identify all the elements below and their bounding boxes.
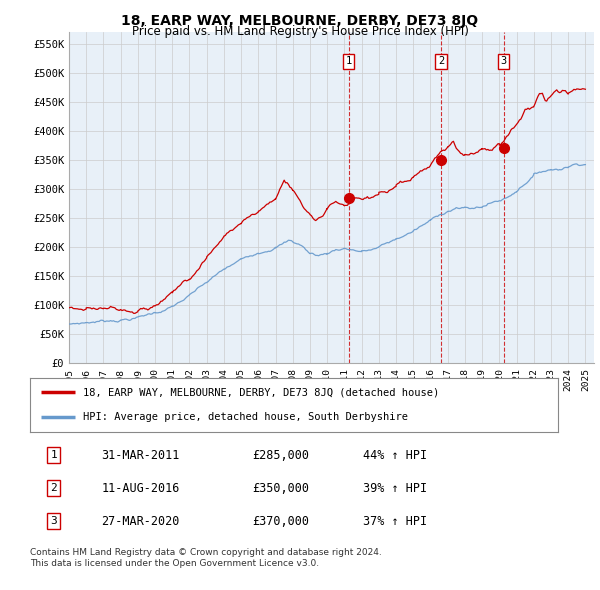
- Text: 1: 1: [346, 57, 352, 67]
- Text: 18, EARP WAY, MELBOURNE, DERBY, DE73 8JQ (detached house): 18, EARP WAY, MELBOURNE, DERBY, DE73 8JQ…: [83, 387, 439, 397]
- Text: 3: 3: [500, 57, 507, 67]
- Text: 2: 2: [438, 57, 444, 67]
- Text: HPI: Average price, detached house, South Derbyshire: HPI: Average price, detached house, Sout…: [83, 412, 408, 422]
- Text: 39% ↑ HPI: 39% ↑ HPI: [362, 481, 427, 495]
- Text: 2: 2: [50, 483, 57, 493]
- Text: 3: 3: [50, 516, 57, 526]
- Text: 37% ↑ HPI: 37% ↑ HPI: [362, 514, 427, 528]
- Text: £370,000: £370,000: [252, 514, 309, 528]
- Text: 31-MAR-2011: 31-MAR-2011: [101, 448, 179, 462]
- Text: Price paid vs. HM Land Registry's House Price Index (HPI): Price paid vs. HM Land Registry's House …: [131, 25, 469, 38]
- Text: 18, EARP WAY, MELBOURNE, DERBY, DE73 8JQ: 18, EARP WAY, MELBOURNE, DERBY, DE73 8JQ: [121, 14, 479, 28]
- Text: 44% ↑ HPI: 44% ↑ HPI: [362, 448, 427, 462]
- Text: 27-MAR-2020: 27-MAR-2020: [101, 514, 179, 528]
- Text: This data is licensed under the Open Government Licence v3.0.: This data is licensed under the Open Gov…: [30, 559, 319, 568]
- Text: £285,000: £285,000: [252, 448, 309, 462]
- Text: Contains HM Land Registry data © Crown copyright and database right 2024.: Contains HM Land Registry data © Crown c…: [30, 548, 382, 556]
- Text: 11-AUG-2016: 11-AUG-2016: [101, 481, 179, 495]
- Text: £350,000: £350,000: [252, 481, 309, 495]
- Text: 1: 1: [50, 450, 57, 460]
